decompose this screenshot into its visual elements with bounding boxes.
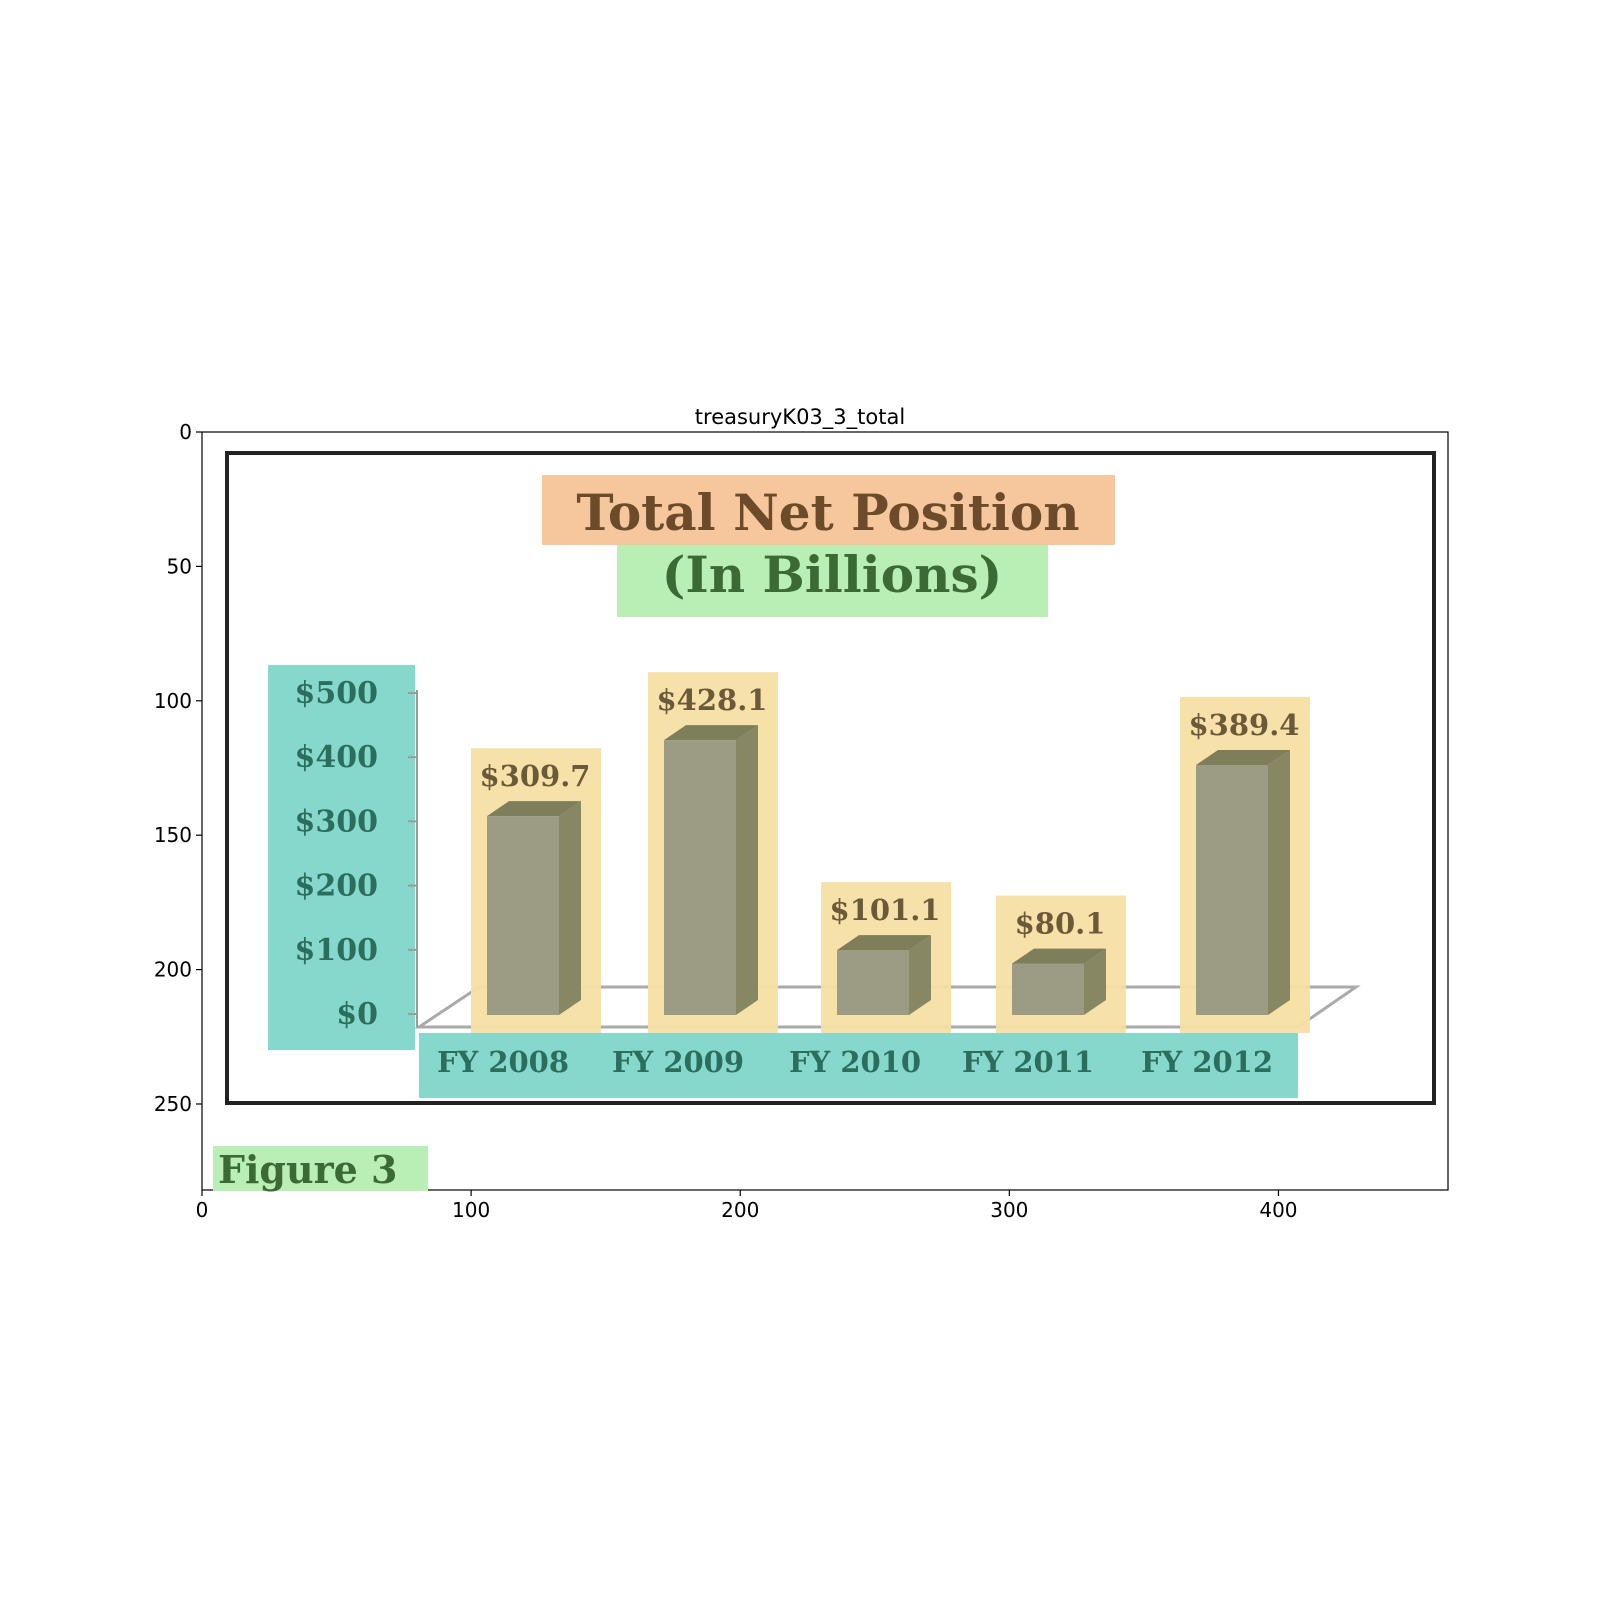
bar-side [559, 801, 581, 1015]
x-category-labels: FY 2008 FY 2009 FY 2010 FY 2011 FY 2012 [437, 1045, 1273, 1079]
bar-value-label: $101.1 [830, 893, 941, 927]
bar-value-label: $428.1 [657, 683, 768, 717]
x-category-label: FY 2009 [612, 1045, 744, 1079]
figure-border [225, 451, 1436, 1105]
y-tick-label: $0 [336, 997, 378, 1032]
y-tick-labels: $500 $400 $300 $200 $100 $0 [295, 676, 417, 1032]
x-category-label: FY 2008 [437, 1045, 569, 1079]
plot-title: treasuryK03_3_total [694, 405, 906, 429]
bar-side [736, 725, 758, 1015]
bar-value-label: $309.7 [480, 759, 591, 793]
y-axis-tick-label: 0 [179, 420, 192, 444]
bar-top [1196, 750, 1290, 766]
x-category-label: FY 2011 [962, 1045, 1094, 1079]
bar [1196, 765, 1268, 1015]
chart-subtitle: (In Billions) [662, 545, 1003, 604]
y-tick-label: $100 [295, 933, 379, 968]
x-axis-tick-label: 400 [1259, 1198, 1297, 1222]
value-labels: $309.7 $428.1 $101.1 $80.1 $389.4 [480, 683, 1300, 940]
x-axis-tick-label: 200 [721, 1198, 759, 1222]
caption-highlight [213, 1146, 428, 1191]
figure-caption: Figure 3 [218, 1147, 397, 1192]
y-axis-tick-label: 50 [167, 554, 192, 578]
axis-ticks: 0 100 200 300 400 0 50 100 150 200 250 [154, 420, 1298, 1222]
bar-group [487, 725, 1290, 1015]
y-axis-tick-label: 150 [154, 823, 192, 847]
bar-value-label: $80.1 [1015, 907, 1106, 941]
bar-side [909, 935, 931, 1015]
bar-side [1084, 948, 1106, 1015]
bar-top [837, 935, 931, 951]
bar-side [1268, 750, 1290, 1015]
bar [664, 740, 736, 1015]
y-tick-label: $400 [295, 740, 379, 775]
x-axis-highlight [419, 1033, 1298, 1098]
bar-top [1012, 948, 1106, 964]
y-axis-tick-label: 200 [154, 958, 192, 982]
chart-title: Total Net Position [576, 483, 1079, 542]
subtitle-highlight [617, 545, 1048, 617]
y-axis-tick-label: 250 [154, 1092, 192, 1116]
bar [837, 950, 909, 1015]
bar [487, 816, 559, 1015]
bar-value-label: $389.4 [1189, 708, 1300, 742]
y-axis-tick-label: 100 [154, 689, 192, 713]
x-axis-tick-label: 100 [452, 1198, 490, 1222]
bar-top [487, 801, 581, 817]
bar-top [664, 725, 758, 741]
x-category-label: FY 2012 [1141, 1045, 1273, 1079]
y-axis-highlight [268, 665, 415, 1050]
y-tick-label: $300 [295, 804, 379, 839]
x-axis-tick-label: 300 [990, 1198, 1028, 1222]
title-highlight [542, 475, 1115, 545]
y-tick-label: $200 [295, 869, 379, 904]
x-category-label: FY 2010 [789, 1045, 921, 1079]
y-tick-label: $500 [295, 676, 379, 711]
x-axis-tick-label: 0 [196, 1198, 209, 1222]
bar [1012, 963, 1084, 1015]
